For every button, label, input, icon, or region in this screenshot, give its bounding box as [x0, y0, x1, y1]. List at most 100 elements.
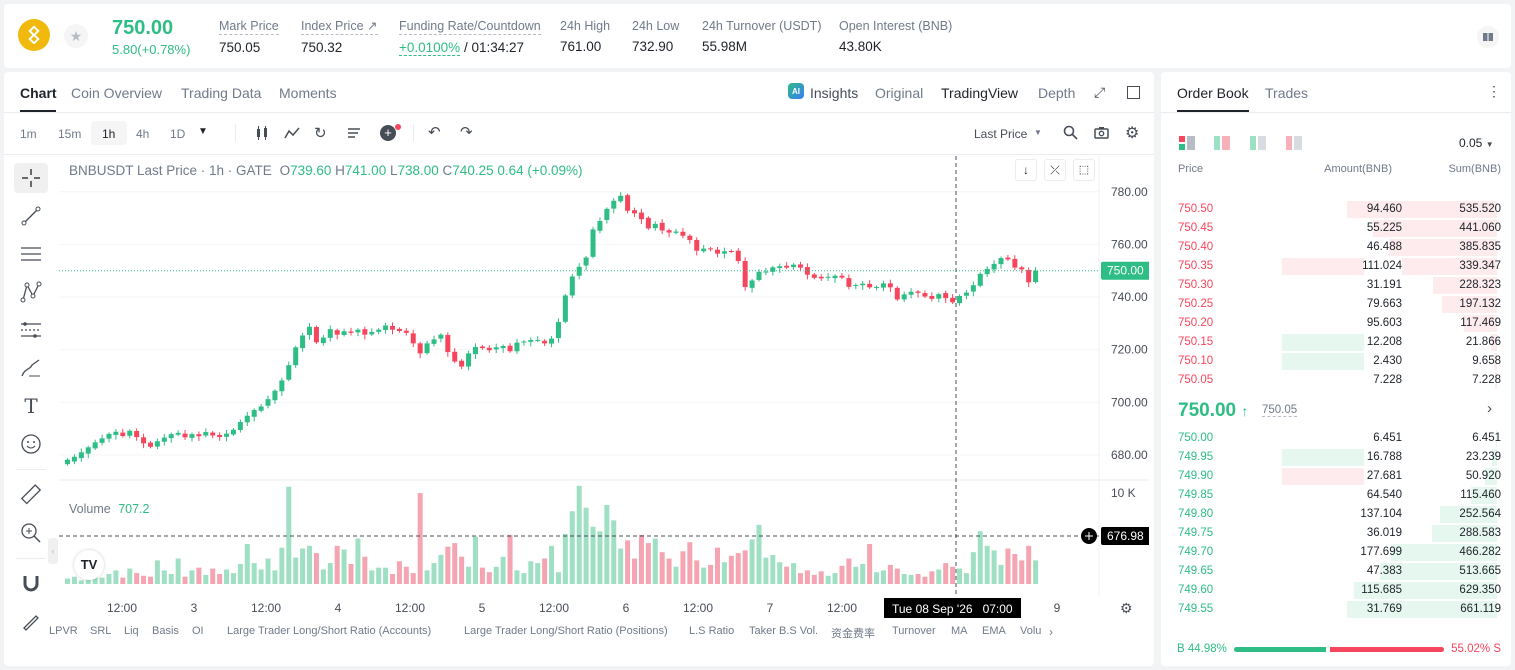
window-icon[interactable] — [1127, 86, 1140, 99]
undo-icon[interactable]: ↶ — [428, 124, 441, 141]
maximize-pane-icon[interactable]: ⬚ — [1073, 159, 1095, 181]
layout-split-icon[interactable] — [1214, 136, 1230, 155]
layout-both-icon[interactable] — [1179, 136, 1195, 155]
trendline-tool-icon[interactable] — [14, 201, 48, 231]
candle-type-icon[interactable] — [254, 125, 270, 141]
indicator-lpvr[interactable]: LPVR — [49, 625, 78, 637]
index-price-stat[interactable]: Index Price ↗ 750.32 — [301, 18, 378, 55]
interval-1m[interactable]: 1m — [20, 127, 37, 141]
indicator-ls-accounts[interactable]: Large Trader Long/Short Ratio (Accounts) — [227, 625, 432, 637]
bid-amount: 31.769 — [1366, 603, 1402, 615]
ask-row[interactable]: 750.50 94.460 535.520 — [1161, 200, 1511, 219]
crosshair-tool-icon[interactable] — [14, 163, 48, 193]
fib-tool-icon[interactable] — [14, 239, 48, 269]
tab-trades[interactable]: Trades — [1265, 85, 1309, 101]
chart-settings-icon[interactable]: ⚙ — [1120, 600, 1133, 616]
indicator-srl[interactable]: SRL — [90, 625, 112, 637]
view-tradingview[interactable]: TradingView — [941, 85, 1019, 101]
layout-bids-icon[interactable] — [1250, 136, 1266, 155]
ask-row[interactable]: 750.30 31.191 228.323 — [1161, 276, 1511, 295]
scroll-down-icon[interactable]: ↓ — [1015, 159, 1037, 181]
tab-chart[interactable]: Chart — [20, 85, 57, 101]
tab-order-book[interactable]: Order Book — [1177, 85, 1249, 101]
interval-1d[interactable]: 1D — [170, 127, 186, 141]
ask-row[interactable]: 750.05 7.228 7.228 — [1161, 371, 1511, 390]
bid-amount-highlight — [1282, 468, 1364, 485]
redo-icon[interactable]: ↷ — [460, 124, 473, 141]
funding-rate[interactable]: +0.0100% — [399, 40, 461, 56]
ask-row[interactable]: 750.10 2.430 9.658 — [1161, 352, 1511, 371]
favorite-star-icon[interactable]: ★ — [64, 24, 88, 48]
text-tool-icon[interactable]: T — [24, 394, 38, 418]
indicator-ema[interactable]: EMA — [982, 625, 1006, 637]
replay-icon[interactable]: ↻ — [314, 125, 327, 142]
magnet-tool-icon[interactable] — [14, 568, 48, 598]
bid-row[interactable]: 749.60 115.685 629.350 — [1161, 581, 1511, 600]
pattern-tool-icon[interactable] — [14, 277, 48, 307]
bid-row[interactable]: 749.95 16.788 23.239 — [1161, 448, 1511, 467]
interval-1h[interactable]: 1h — [102, 127, 116, 141]
indicator-ls-positions[interactable]: Large Trader Long/Short Ratio (Positions… — [464, 625, 668, 637]
tab-moments[interactable]: Moments — [279, 85, 337, 101]
more-options-icon[interactable]: ⋮ — [1487, 83, 1501, 99]
ob-last-price[interactable]: 750.00 ↑ — [1178, 400, 1248, 422]
indicator-volume[interactable]: Volu — [1020, 625, 1042, 637]
bid-row[interactable]: 749.85 64.540 115.460 — [1161, 486, 1511, 505]
price-source-select[interactable]: Last Price — [974, 127, 1028, 141]
tab-coin-overview[interactable]: Coin Overview — [71, 85, 163, 101]
ask-row[interactable]: 750.15 12.208 21.866 — [1161, 333, 1511, 352]
bid-row[interactable]: 749.80 137.104 252.564 — [1161, 505, 1511, 524]
search-icon[interactable] — [1063, 125, 1078, 145]
indicator-ma[interactable]: MA — [951, 625, 968, 637]
candlestick-chart[interactable]: 780.00 760.00 740.00 720.00 700.00 680.00 10 K… — [59, 156, 1149, 616]
layout-asks-icon[interactable] — [1286, 136, 1302, 155]
bid-row[interactable]: 749.70 177.699 466.282 — [1161, 543, 1511, 562]
camera-icon[interactable] — [1094, 126, 1109, 144]
indicator-basis[interactable]: Basis — [152, 625, 179, 637]
interval-dropdown-icon[interactable]: ▼ — [198, 126, 208, 137]
expand-icon[interactable]: ⤢ — [1094, 84, 1106, 100]
ask-row[interactable]: 750.25 79.663 197.132 — [1161, 295, 1511, 314]
ruler-tool-icon[interactable] — [14, 480, 48, 510]
bid-row[interactable]: 749.65 47.383 513.665 — [1161, 562, 1511, 581]
volume-bar — [99, 577, 105, 584]
indicator-taker-vol[interactable]: Taker B.S Vol. — [749, 625, 819, 637]
interval-15m[interactable]: 15m — [58, 127, 82, 141]
candle-body — [715, 249, 720, 254]
view-depth[interactable]: Depth — [1038, 85, 1076, 101]
volume-bar — [839, 565, 845, 584]
ask-row[interactable]: 750.40 46.488 385.835 — [1161, 238, 1511, 257]
precision-select[interactable]: 0.05 ▼ — [1459, 136, 1494, 150]
bid-row[interactable]: 749.55 31.769 661.119 — [1161, 600, 1511, 619]
indicator-oi[interactable]: OI — [192, 625, 204, 637]
indicator-liq[interactable]: Liq — [124, 625, 139, 637]
zoom-in-tool-icon[interactable] — [14, 518, 48, 548]
indicator-ls-ratio[interactable]: L.S Ratio — [689, 625, 735, 637]
bid-row[interactable]: 749.90 27.681 50.920 — [1161, 467, 1511, 486]
brush-tool-icon[interactable] — [14, 353, 48, 383]
indicators-icon[interactable] — [284, 125, 300, 146]
add-indicator-icon[interactable]: + — [380, 125, 396, 141]
ask-row[interactable]: 750.45 55.225 441.060 — [1161, 219, 1511, 238]
lock-drawing-icon[interactable] — [14, 606, 48, 636]
ask-row[interactable]: 750.20 95.603 117.469 — [1161, 314, 1511, 333]
interval-4h[interactable]: 4h — [136, 127, 150, 141]
indicator-turnover[interactable]: Turnover — [892, 625, 936, 637]
indicator-funding[interactable]: 资金费率 — [831, 628, 875, 640]
emoji-tool-icon[interactable] — [14, 429, 48, 459]
collapse-toolbar-icon[interactable]: ‹ — [48, 538, 58, 564]
bid-row[interactable]: 749.75 36.019 288.583 — [1161, 524, 1511, 543]
price-source-caret-icon[interactable]: ▼ — [1034, 128, 1042, 137]
collapse-chart-icon[interactable]: ⤫ — [1044, 159, 1066, 181]
settings-gear-icon[interactable]: ⚙ — [1125, 125, 1140, 142]
book-icon[interactable] — [1477, 26, 1499, 48]
indicator-scroll-right-icon[interactable]: › — [1049, 625, 1053, 639]
projection-tool-icon[interactable] — [14, 315, 48, 345]
ask-row[interactable]: 750.35 111.024 339.347 — [1161, 257, 1511, 276]
view-insights[interactable]: Insights — [810, 85, 859, 101]
view-original[interactable]: Original — [875, 85, 924, 101]
bid-row[interactable]: 750.00 6.451 6.451 — [1161, 429, 1511, 448]
chevron-right-icon[interactable]: › — [1487, 400, 1492, 417]
tab-trading-data[interactable]: Trading Data — [181, 85, 262, 101]
templates-icon[interactable] — [346, 125, 362, 146]
